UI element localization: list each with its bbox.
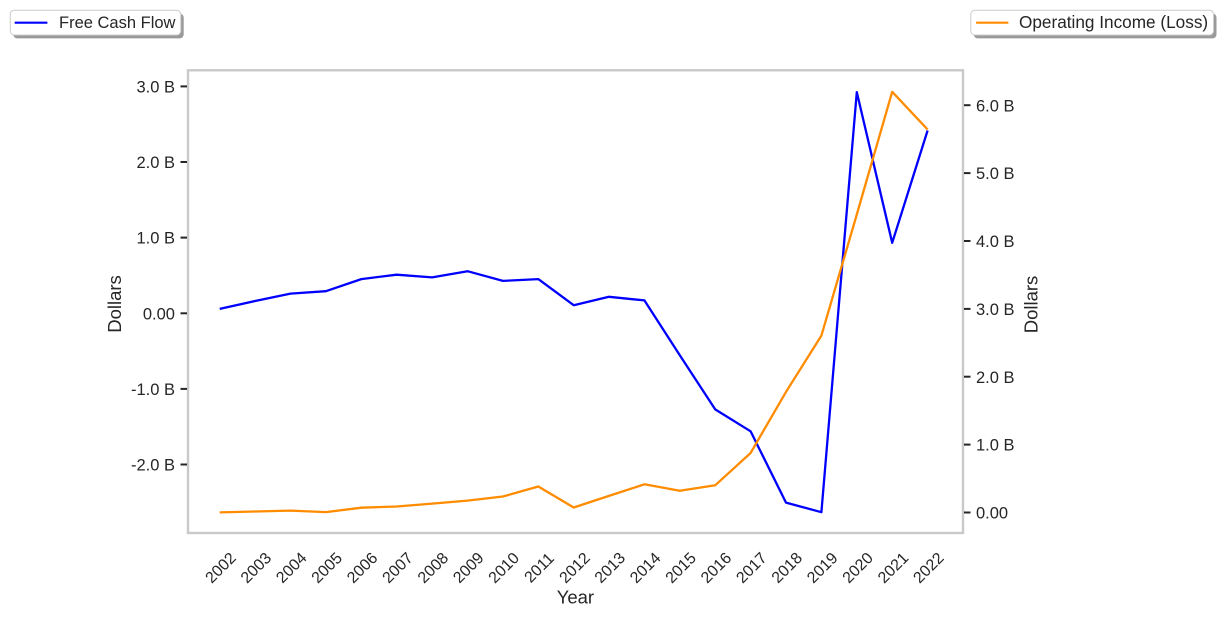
svg-text:3.0 B: 3.0 B: [136, 79, 175, 97]
svg-text:0.00: 0.00: [143, 305, 175, 323]
svg-text:Dollars: Dollars: [104, 275, 125, 333]
svg-text:1.0 B: 1.0 B: [136, 230, 175, 248]
svg-text:2.0 B: 2.0 B: [136, 154, 175, 172]
svg-text:1.0 B: 1.0 B: [976, 437, 1015, 455]
svg-text:6.0 B: 6.0 B: [976, 97, 1015, 115]
svg-text:0.00: 0.00: [976, 505, 1008, 523]
svg-text:Dollars: Dollars: [1021, 276, 1042, 334]
svg-text:-1.0 B: -1.0 B: [131, 381, 175, 399]
svg-text:Year: Year: [557, 587, 594, 608]
svg-text:-2.0 B: -2.0 B: [131, 457, 175, 475]
svg-text:3.0 B: 3.0 B: [976, 301, 1015, 319]
svg-text:2.0 B: 2.0 B: [976, 369, 1015, 387]
svg-text:Operating Income (Loss): Operating Income (Loss): [1019, 12, 1208, 32]
svg-text:Free Cash Flow: Free Cash Flow: [59, 14, 176, 32]
svg-text:4.0 B: 4.0 B: [976, 233, 1015, 251]
svg-text:5.0 B: 5.0 B: [976, 165, 1015, 183]
